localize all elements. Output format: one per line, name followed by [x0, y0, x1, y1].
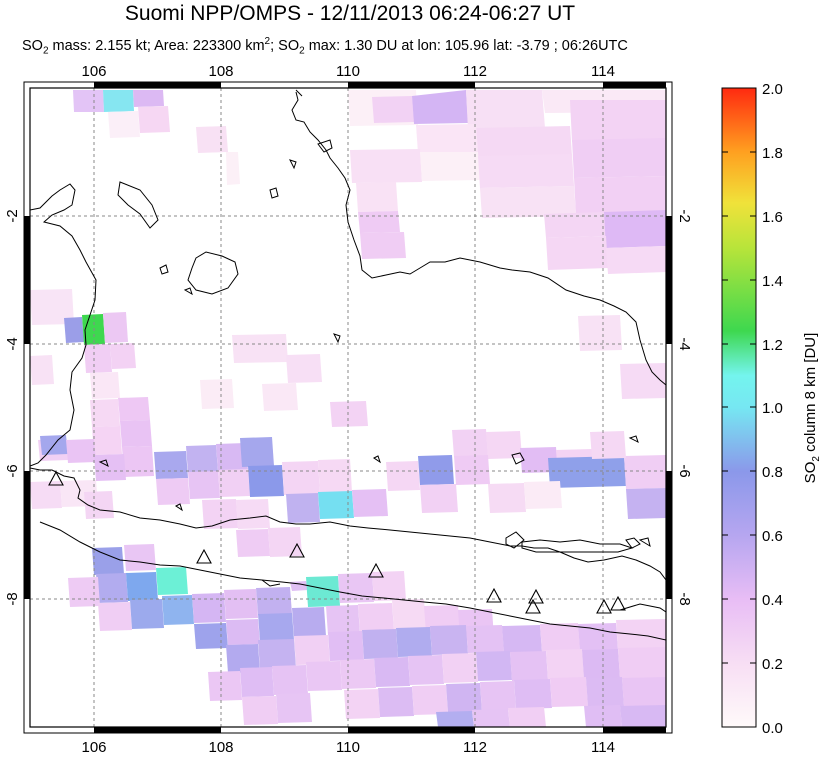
colorbar-gradient	[721, 87, 757, 728]
lat-tick-labels-right: -2 -4 -6 -8	[676, 209, 693, 605]
lat-tick: -2	[4, 209, 21, 222]
map-gridlines	[30, 88, 666, 727]
lon-tick: 114	[591, 739, 615, 756]
volcano-markers	[48, 470, 626, 614]
lat-tick: -6	[4, 464, 21, 477]
colorbar-tick: 0.2	[762, 656, 783, 673]
lon-tick: 106	[81, 739, 106, 756]
map-frame	[23, 81, 673, 734]
colorbar-tick: 1.8	[762, 145, 783, 162]
colorbar-tick: 0.0	[762, 720, 783, 737]
triangle-icon	[289, 542, 305, 558]
lon-tick: 112	[463, 739, 487, 756]
triangle-icon	[48, 470, 64, 486]
lat-tick: -8	[676, 592, 693, 605]
colorbar-tick: 0.6	[762, 528, 783, 545]
lon-tick: 110	[336, 739, 360, 756]
map-subtitle: SO2 mass: 2.155 kt; Area: 223300 km2; SO…	[22, 36, 628, 57]
colorbar-tick: 0.4	[762, 592, 783, 609]
triangle-icon	[486, 587, 502, 603]
lon-tick: 110	[336, 63, 360, 80]
lon-tick-labels-bottom: 106 108 110 112 114	[81, 739, 614, 756]
colorbar-ticks	[722, 87, 756, 664]
lat-tick-labels-left: -2 -4 -6 -8	[4, 209, 21, 605]
triangle-icon	[368, 562, 384, 578]
page-title: Suomi NPP/OMPS - 12/11/2013 06:24-06:27 …	[124, 2, 576, 25]
so2-map: 106 108 110 112 114 106 108 110 112 114 …	[4, 63, 693, 756]
lon-tick: 108	[208, 63, 233, 80]
so2-pixel-layer	[30, 90, 666, 727]
lat-tick: -4	[676, 337, 693, 350]
lat-tick: -8	[4, 592, 21, 605]
colorbar-tick-labels: 2.0 1.8 1.6 1.4 1.2 1.0 0.8 0.6 0.4 0.2 …	[762, 81, 783, 737]
lat-tick: -6	[676, 464, 693, 477]
lon-tick-labels-top: 106 108 110 112 114	[81, 63, 614, 80]
colorbar-tick: 1.6	[762, 209, 783, 226]
lat-tick: -2	[676, 209, 693, 222]
colorbar-tick: 1.0	[762, 400, 783, 417]
colorbar-tick: 1.2	[762, 337, 783, 354]
triangle-icon	[610, 595, 626, 611]
colorbar-label: SO2 column 8 km [DU]	[802, 333, 822, 484]
triangle-icon	[525, 598, 541, 614]
triangle-icon	[196, 548, 212, 564]
lat-tick: -4	[4, 337, 21, 350]
colorbar-tick: 0.8	[762, 464, 783, 481]
colorbar-tick: 1.4	[762, 273, 783, 290]
lon-tick: 114	[591, 63, 615, 80]
lon-tick: 108	[208, 739, 233, 756]
coastlines	[30, 89, 666, 641]
lon-tick: 106	[81, 63, 106, 80]
lon-tick: 112	[463, 63, 487, 80]
triangle-icon	[596, 598, 612, 614]
colorbar-tick: 2.0	[762, 81, 783, 98]
triangle-icon	[528, 588, 544, 604]
